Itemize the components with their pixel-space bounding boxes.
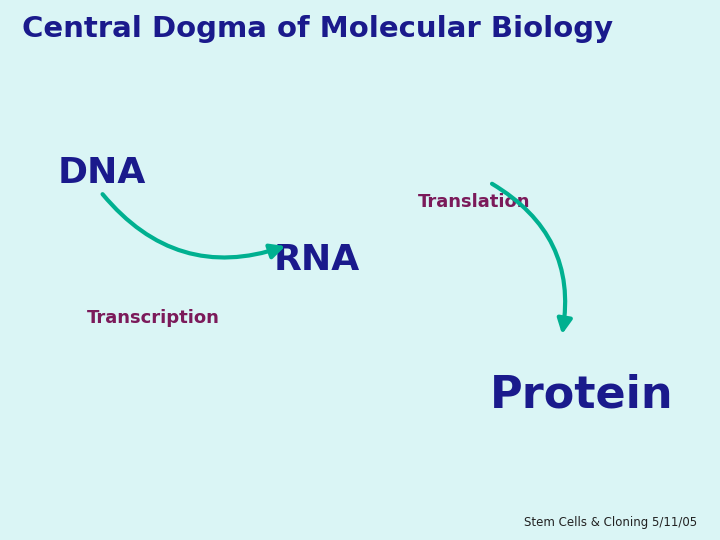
FancyArrowPatch shape bbox=[102, 194, 281, 258]
Text: Central Dogma of Molecular Biology: Central Dogma of Molecular Biology bbox=[22, 16, 613, 44]
Text: Protein: Protein bbox=[490, 374, 673, 416]
Text: RNA: RNA bbox=[274, 242, 360, 276]
Text: DNA: DNA bbox=[58, 156, 146, 190]
Text: Translation: Translation bbox=[418, 193, 530, 211]
Text: Transcription: Transcription bbox=[86, 309, 220, 327]
FancyArrowPatch shape bbox=[492, 184, 571, 330]
Text: Stem Cells & Cloning 5/11/05: Stem Cells & Cloning 5/11/05 bbox=[523, 516, 697, 529]
